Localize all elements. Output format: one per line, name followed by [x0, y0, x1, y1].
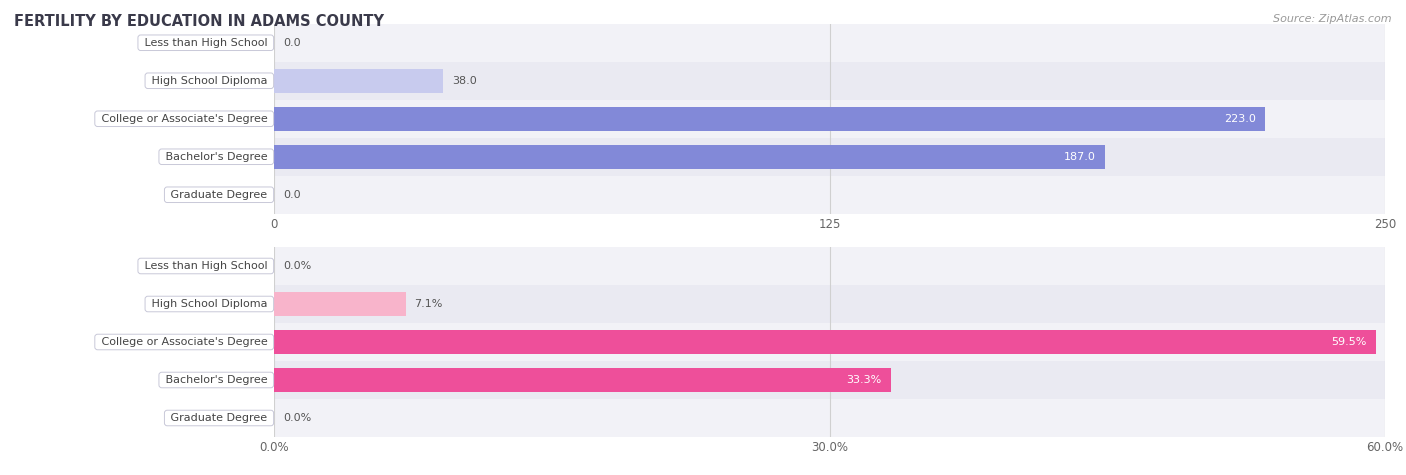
Text: High School Diploma: High School Diploma — [148, 299, 271, 309]
Bar — [274, 62, 1385, 100]
Text: Graduate Degree: Graduate Degree — [167, 413, 271, 423]
Bar — [274, 330, 1375, 354]
Text: Source: ZipAtlas.com: Source: ZipAtlas.com — [1274, 14, 1392, 24]
Bar — [274, 368, 890, 392]
Text: Bachelor's Degree: Bachelor's Degree — [162, 152, 271, 162]
Bar — [274, 176, 1385, 214]
Bar — [274, 247, 1385, 285]
Bar — [274, 69, 443, 93]
Bar — [274, 24, 1385, 62]
Text: 0.0: 0.0 — [283, 38, 301, 48]
Bar — [274, 361, 1385, 399]
Bar — [274, 292, 405, 316]
Text: High School Diploma: High School Diploma — [148, 76, 271, 86]
Text: College or Associate's Degree: College or Associate's Degree — [97, 114, 271, 124]
Text: 0.0%: 0.0% — [283, 261, 311, 271]
Bar — [274, 285, 1385, 323]
Text: 33.3%: 33.3% — [846, 375, 882, 385]
Bar — [274, 399, 1385, 437]
Text: Less than High School: Less than High School — [141, 38, 271, 48]
Text: 223.0: 223.0 — [1225, 114, 1256, 124]
Bar — [274, 138, 1385, 176]
Text: Graduate Degree: Graduate Degree — [167, 190, 271, 200]
Text: 7.1%: 7.1% — [415, 299, 443, 309]
Bar — [274, 107, 1265, 131]
Text: 59.5%: 59.5% — [1331, 337, 1367, 347]
Text: FERTILITY BY EDUCATION IN ADAMS COUNTY: FERTILITY BY EDUCATION IN ADAMS COUNTY — [14, 14, 384, 29]
Bar — [274, 100, 1385, 138]
Text: 187.0: 187.0 — [1064, 152, 1097, 162]
Text: Less than High School: Less than High School — [141, 261, 271, 271]
Bar — [274, 145, 1105, 169]
Text: College or Associate's Degree: College or Associate's Degree — [97, 337, 271, 347]
Text: 0.0%: 0.0% — [283, 413, 311, 423]
Text: 38.0: 38.0 — [451, 76, 477, 86]
Bar — [274, 323, 1385, 361]
Text: 0.0: 0.0 — [283, 190, 301, 200]
Text: Bachelor's Degree: Bachelor's Degree — [162, 375, 271, 385]
